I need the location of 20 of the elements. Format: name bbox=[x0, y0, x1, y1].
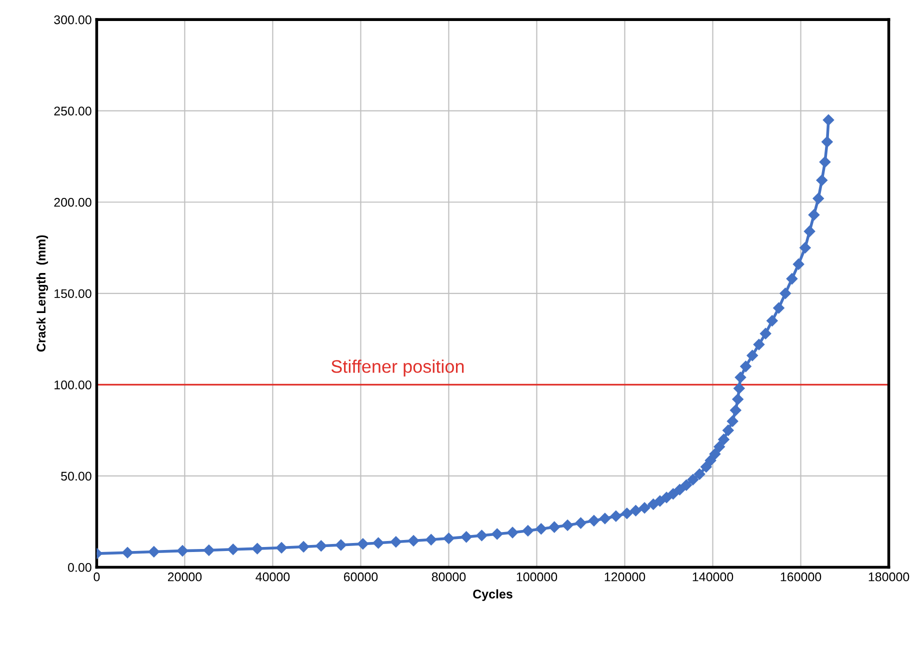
y-tick-label: 200.00 bbox=[54, 198, 92, 207]
x-tick-label: 140000 bbox=[692, 572, 734, 582]
y-tick-label: 300.00 bbox=[54, 15, 92, 24]
x-tick-label: 80000 bbox=[432, 572, 466, 582]
x-tick-label: 60000 bbox=[344, 572, 378, 582]
x-tick-label: 120000 bbox=[604, 572, 646, 582]
ref-line-label: Stiffener position bbox=[331, 360, 464, 376]
x-tick-label: 100000 bbox=[516, 572, 558, 582]
y-tick-label: 100.00 bbox=[54, 380, 92, 390]
y-tick-label: 50.00 bbox=[61, 472, 92, 481]
x-tick-label: 0 bbox=[94, 572, 100, 582]
y-tick-label: 150.00 bbox=[54, 289, 92, 298]
x-tick-label: 20000 bbox=[168, 572, 202, 582]
x-tick-label: 180000 bbox=[868, 572, 910, 582]
x-tick-label: 40000 bbox=[256, 572, 290, 582]
y-tick-label: 250.00 bbox=[54, 106, 92, 116]
y-tick-label: 0.00 bbox=[68, 563, 92, 572]
x-axis-title: Cycles bbox=[473, 589, 512, 601]
x-tick-label: 160000 bbox=[780, 572, 822, 582]
y-axis-title: Crack Length (mm) bbox=[36, 235, 48, 352]
